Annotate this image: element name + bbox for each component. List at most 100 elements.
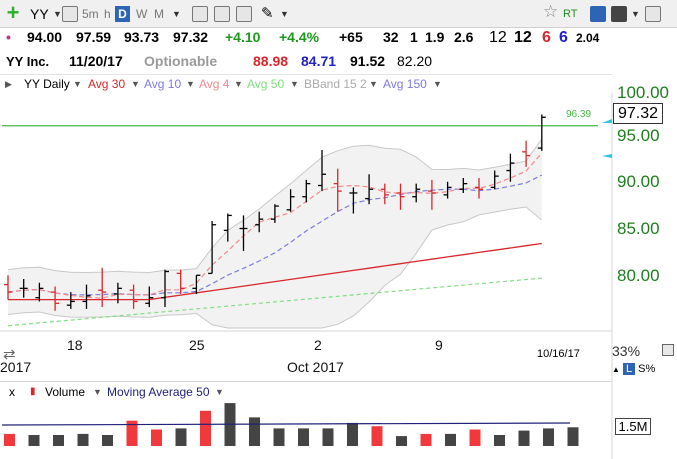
volume-bar (53, 435, 64, 446)
legend-avg4[interactable]: Avg 4 (199, 77, 230, 91)
log-badge[interactable]: L (622, 363, 636, 375)
s-badge-icon[interactable] (590, 6, 606, 22)
quote-v2: 32 (383, 29, 399, 45)
month-label-2017: 2017 (0, 359, 32, 375)
volume-label[interactable]: Volume (45, 385, 86, 399)
pct-scale-label[interactable]: S% (638, 363, 656, 375)
volume-ma-chevron-icon[interactable]: ▼ (215, 387, 224, 397)
avg10-chevron-icon[interactable]: ▼ (186, 79, 195, 89)
ohlc-bar (4, 275, 12, 300)
volume-bar (175, 428, 187, 446)
legend-avg150[interactable]: Avg 150 (383, 77, 427, 91)
avg4-line (7, 152, 543, 299)
tv-icon[interactable] (611, 6, 627, 22)
chart-style-icon[interactable] (62, 6, 78, 22)
pencil-icon[interactable]: ✎ (261, 5, 274, 22)
volume-bar (28, 435, 40, 446)
refresh-icon[interactable]: ⇄ (3, 346, 16, 363)
legend-avg50[interactable]: Avg 50 (247, 77, 285, 91)
interval-monthly[interactable]: M (154, 7, 164, 21)
arith-chevron-icon[interactable]: ▲ (612, 365, 620, 374)
ohlc-bar (51, 286, 60, 311)
legend-bband[interactable]: BBand 15 2 (304, 77, 367, 91)
quote-v5: 2.6 (454, 29, 474, 45)
ohlc-bar (223, 213, 232, 242)
ohlc-bar (522, 140, 531, 167)
interval-weekly[interactable]: W (136, 7, 148, 21)
ohlc-bar (208, 221, 217, 275)
interval-h[interactable]: h (104, 7, 111, 21)
ohlc-bar (113, 282, 122, 304)
chart-toolbar: + YY ▼ 5m h D W M ▼ ✎ ▼ ☆ RT ▼ (0, 0, 677, 28)
ma-value-blue: 84.71 (301, 53, 337, 69)
ohlc-bar (349, 187, 358, 214)
y-tick-85: 85.00 (617, 219, 660, 238)
ma-value-red: 88.98 (253, 53, 289, 69)
zoom-percent[interactable]: 33% (612, 343, 641, 359)
star-icon[interactable]: ☆ (543, 2, 559, 21)
symbol-selector[interactable]: YY (30, 6, 49, 22)
ohlc-bar (35, 282, 44, 302)
ohlc-bar (145, 286, 154, 308)
volume-bar (200, 410, 211, 446)
interval-5m[interactable]: 5m (82, 7, 99, 21)
grid-icon[interactable] (214, 6, 230, 22)
add-icon[interactable]: + (6, 0, 20, 25)
volume-bar (494, 435, 505, 446)
price-marker-icon (602, 119, 612, 123)
bollinger-band-area (8, 139, 542, 328)
legend-avg30[interactable]: Avg 30 (88, 77, 126, 91)
quote-v1: +65 (339, 29, 363, 45)
ohlc-bar (365, 174, 374, 205)
quote-v10: 2.04 (576, 31, 600, 45)
ohlc-bar (443, 181, 452, 199)
interval-chevron-icon[interactable]: ▼ (172, 9, 181, 19)
ohlc-bar (302, 179, 311, 203)
ma-value-black: 91.52 (350, 53, 386, 69)
y-tick-100: 100.00 (617, 83, 669, 102)
bullet-icon: • (6, 29, 11, 45)
volume-chevron-icon[interactable]: ▼ (93, 387, 102, 397)
ohlc-bar (333, 168, 342, 212)
ohlc-bar (380, 183, 389, 205)
avg50-chevron-icon[interactable]: ▼ (290, 79, 299, 89)
chevron-down-icon[interactable]: ▼ (53, 9, 62, 19)
ohlc-bar (286, 189, 295, 212)
ohlc-bar (66, 292, 75, 309)
volume-ma-label[interactable]: Moving Average 50 (107, 385, 210, 399)
volume-bar (224, 403, 236, 446)
volume-bar (518, 430, 530, 446)
volume-bar (249, 417, 260, 446)
rt-icon[interactable]: RT (563, 8, 578, 20)
ohlc-bar (475, 178, 483, 199)
legend-daily[interactable]: YY Daily (24, 77, 70, 91)
legend-avg10[interactable]: Avg 10 (144, 77, 182, 91)
ohlc-bar (19, 279, 28, 298)
scissors-icon[interactable] (236, 6, 252, 22)
avg150-chevron-icon[interactable]: ▼ (433, 79, 442, 89)
zoom-toggle-icon[interactable] (662, 344, 674, 356)
volume-bar (371, 426, 383, 446)
volume-bar (273, 428, 285, 446)
daily-chevron-icon[interactable]: ▼ (73, 79, 82, 89)
volume-bar (396, 436, 407, 446)
last-price-label: 97.32 (613, 103, 663, 124)
volume-scale-label: 1.5M (615, 418, 651, 435)
draw-chevron-icon[interactable]: ▼ (280, 9, 289, 19)
quote-change-pct: +4.4% (279, 29, 320, 45)
tv-chevron-icon[interactable]: ▼ (631, 9, 640, 19)
avg4-chevron-icon[interactable]: ▼ (234, 79, 243, 89)
close-volume-icon[interactable]: x (9, 385, 15, 399)
avg30-chevron-icon[interactable]: ▼ (131, 79, 140, 89)
bar-chart-icon[interactable] (192, 6, 208, 22)
legend-chevron-icon[interactable]: ▶ (5, 79, 12, 89)
quote-v6: 12 (489, 29, 507, 46)
window-icon[interactable] (645, 6, 661, 22)
quote-v7: 12 (514, 29, 532, 46)
volume-bar (298, 428, 309, 446)
corner-date: 10/16/17 (537, 348, 580, 360)
interval-daily[interactable]: D (115, 6, 130, 22)
volume-bar (77, 433, 89, 446)
x-tick-2: 2 (314, 337, 322, 353)
bband-chevron-icon[interactable]: ▼ (369, 79, 378, 89)
